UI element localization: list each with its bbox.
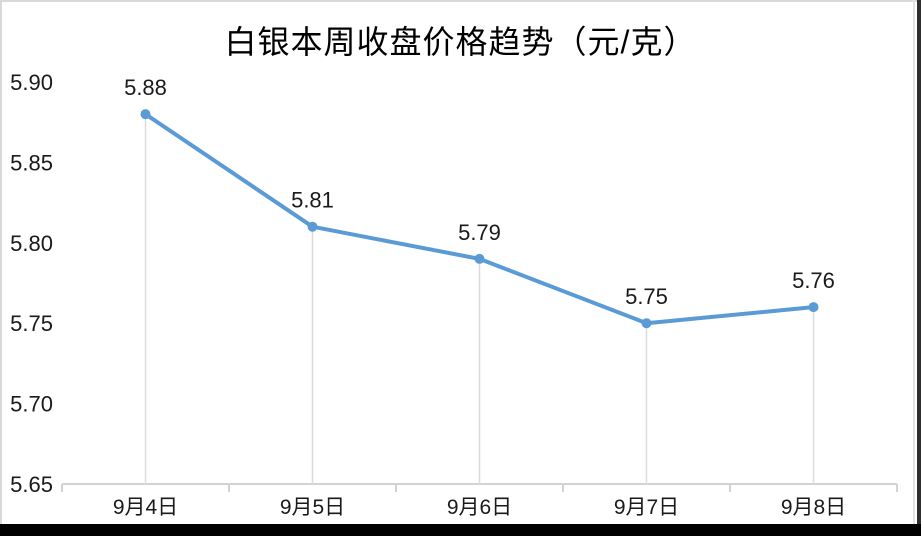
data-point-marker — [808, 302, 819, 313]
data-point-marker — [474, 253, 485, 264]
border-right-shadow — [917, 0, 921, 536]
x-axis-line — [61, 483, 898, 492]
data-point-marker — [641, 318, 652, 329]
y-axis-tick-label: 5.85 — [10, 150, 53, 175]
data-point-label: 5.79 — [458, 220, 501, 245]
x-axis-category-label: 9月7日 — [614, 496, 679, 519]
y-axis-tick-label: 5.70 — [10, 392, 53, 417]
border-left — [0, 0, 2, 536]
y-axis-tick-label: 5.75 — [10, 311, 53, 336]
data-point-label: 5.75 — [625, 284, 668, 309]
x-axis-category-label: 9月6日 — [447, 496, 512, 519]
data-point-label: 5.81 — [291, 188, 334, 213]
x-axis-category-label: 9月5日 — [280, 496, 345, 519]
y-axis-tick-label: 5.90 — [10, 70, 53, 95]
border-top — [0, 0, 921, 2]
data-point-label: 5.76 — [792, 268, 835, 293]
data-point-marker — [307, 221, 318, 232]
chart-title: 白银本周收盘价格趋势（元/克） — [224, 24, 697, 60]
border-bottom-shadow — [0, 524, 921, 536]
data-point-marker — [140, 109, 151, 120]
x-axis-category-label: 9月4日 — [113, 496, 178, 519]
y-axis-tick-label: 5.80 — [10, 231, 53, 256]
border-right-inner — [913, 0, 915, 536]
y-axis-tick-label: 5.65 — [10, 472, 53, 497]
data-point-label: 5.88 — [124, 75, 167, 100]
x-axis-category-label: 9月8日 — [781, 496, 846, 519]
